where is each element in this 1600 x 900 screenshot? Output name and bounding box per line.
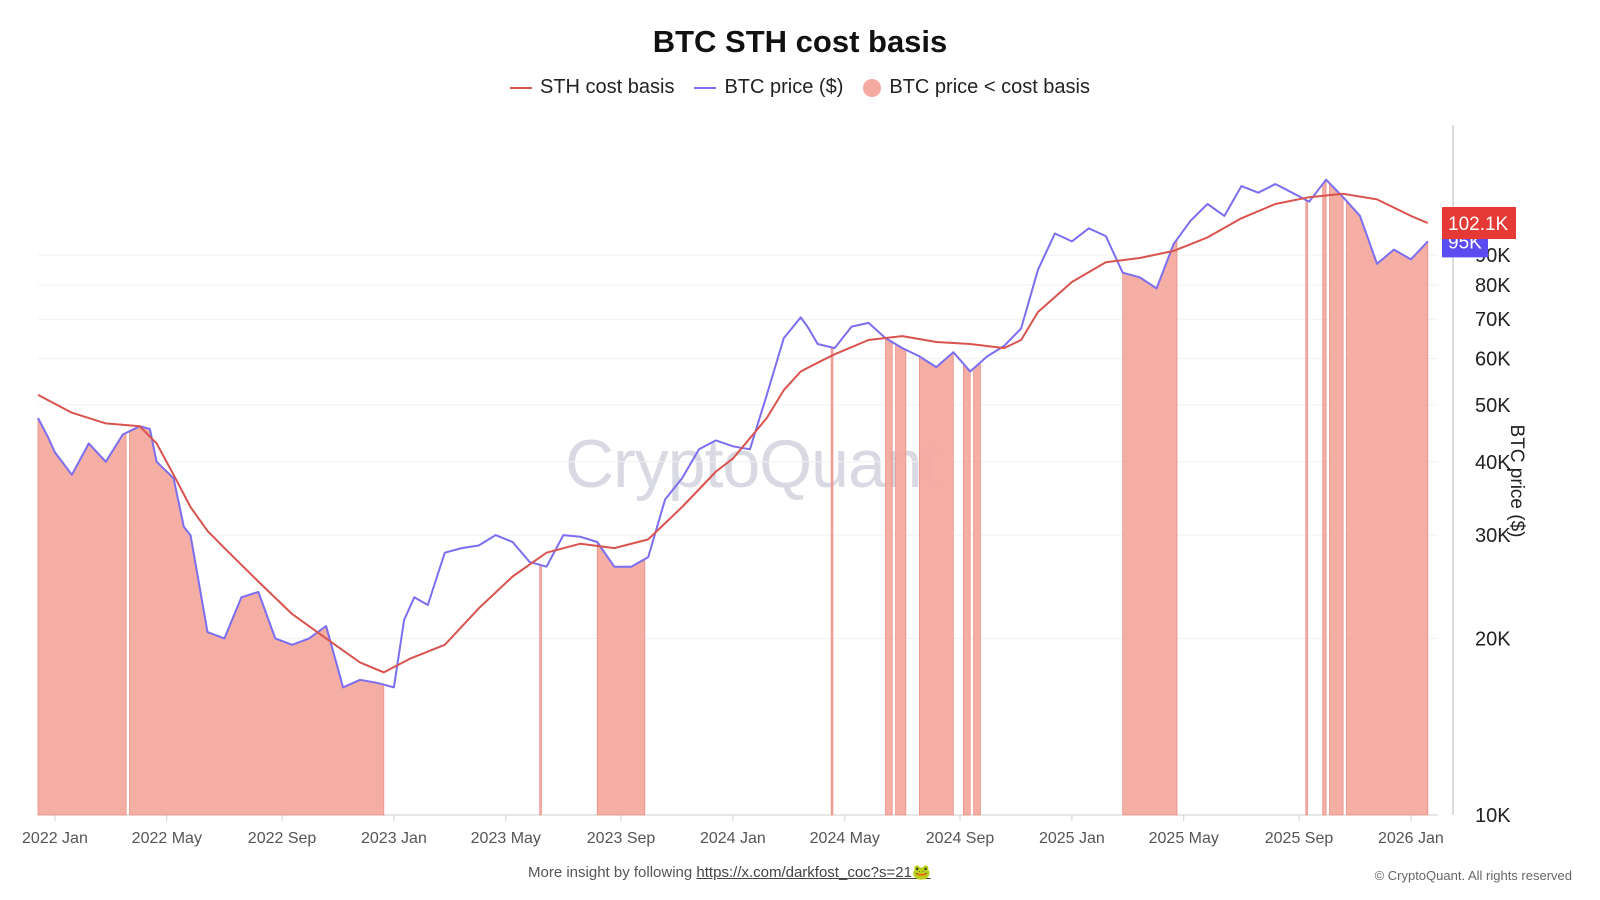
below-cost-basis-area [1122, 238, 1178, 816]
below-cost-basis-area [539, 564, 542, 816]
below-cost-basis-area [37, 417, 127, 816]
footer: More insight by following https://x.com/… [528, 863, 931, 881]
sth-cost-basis-line [37, 192, 1429, 674]
below-cost-basis-area [1346, 199, 1429, 816]
last-value-badge: 102.1K [1442, 207, 1516, 240]
x-tick-label: 2022 May [132, 830, 202, 847]
below-cost-basis-area [830, 346, 834, 816]
below-cost-basis-area [1329, 182, 1344, 816]
y-tick-label: 80K [1475, 275, 1511, 297]
y-tick-label: 50K [1475, 395, 1511, 417]
below-cost-basis-area [895, 343, 907, 816]
below-cost-basis-area [973, 361, 981, 816]
legend-item-btc-price[interactable]: BTC price ($) [694, 76, 843, 99]
legend-line-icon [509, 86, 532, 89]
below-cost-basis-area [129, 425, 385, 816]
y-tick-label: 40K [1475, 452, 1511, 474]
x-tick-label: 2026 Jan [1378, 830, 1444, 847]
legend-item-sth-cost-basis[interactable]: STH cost basis [509, 76, 675, 99]
below-cost-basis-area [963, 362, 971, 816]
y-tick-label: 60K [1475, 348, 1511, 370]
below-cost-basis-area [1305, 199, 1308, 816]
y-tick-label: 30K [1475, 525, 1511, 547]
legend-item-below-cost-basis[interactable]: BTC price < cost basis [863, 76, 1090, 99]
copyright: © CryptoQuant. All rights reserved [1374, 868, 1572, 883]
x-tick-label: 2024 Jan [700, 830, 766, 847]
chart-title: BTC STH cost basis [652, 24, 948, 59]
x-tick-label: 2024 May [810, 830, 880, 847]
below-cost-basis-area [919, 351, 954, 816]
x-tick-label: 2022 Jan [22, 830, 88, 847]
legend-label: STH cost basis [539, 76, 675, 98]
x-tick-label: 2025 Sep [1265, 830, 1334, 847]
x-tick-label: 2024 Sep [926, 830, 995, 847]
y-axis-title: BTC price ($) [1506, 424, 1527, 538]
x-tick-label: 2025 Jan [1039, 830, 1105, 847]
x-tick-label: 2023 Jan [361, 830, 427, 847]
below-cost-basis-area [1322, 178, 1327, 816]
footer-link[interactable]: https://x.com/darkfost_coc?s=21🐸 [696, 864, 931, 881]
x-tick-label: 2025 May [1149, 830, 1219, 847]
y-tick-label: 70K [1475, 309, 1511, 331]
legend-label: BTC price < cost basis [889, 76, 1090, 98]
below-cost-basis-area [596, 540, 646, 816]
legend-dot-icon [863, 78, 882, 97]
btc-price-line [37, 178, 1429, 689]
footer-text: More insight by following [528, 864, 693, 881]
legend-label: BTC price ($) [724, 76, 844, 98]
y-tick-label: 10K [1475, 805, 1511, 827]
badge-background [1442, 207, 1516, 240]
badge-label: 102.1K [1448, 214, 1509, 235]
y-tick-label: 20K [1475, 628, 1511, 650]
x-tick-label: 2023 May [471, 830, 541, 847]
x-tick-label: 2022 Sep [248, 830, 317, 847]
below-cost-basis-area [885, 337, 893, 816]
x-tick-label: 2023 Sep [587, 830, 656, 847]
legend-line-icon [694, 86, 717, 89]
legend: STH cost basis BTC price ($) BTC price <… [0, 76, 1600, 99]
